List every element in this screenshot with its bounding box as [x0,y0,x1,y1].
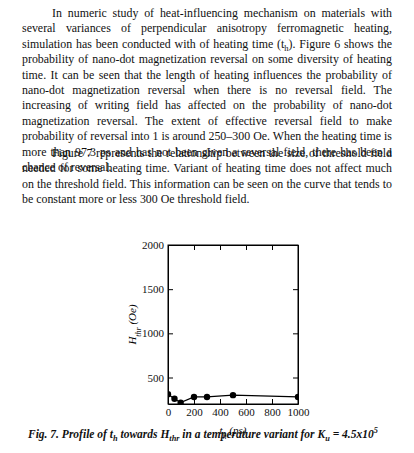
text-run: Fig. 7. Profile of t [28,428,113,440]
tick-label: 1000 [288,406,311,418]
plot-area [168,391,298,404]
subscript: h [284,43,288,53]
point [171,396,177,402]
superscript: 5 [374,426,378,435]
point [177,399,183,404]
page: In numeric study of heat-influencing mec… [0,0,414,453]
tick-mark [246,399,247,404]
tick: 500 [148,372,174,384]
subscript: h [113,434,118,443]
tick [293,333,298,334]
text-run: (ps) [227,424,247,437]
tick [293,289,298,290]
tick: 2000 [142,239,173,251]
tick-mark [220,399,221,404]
point [204,394,210,400]
tick-mark [293,378,298,379]
tick-label: 1000 [142,327,165,339]
tick [272,245,273,250]
tick-label: 600 [238,406,255,418]
text-run: towards H [118,428,170,440]
chart: 0 200 400 600 800 1000 500 1000 1500 2000 th (ps) H… [0,0,414,453]
point [191,394,197,400]
tick: 600 [238,399,255,418]
axis: 500 1000 1500 2000 [142,239,173,404]
tick-mark [246,245,247,250]
point [230,392,236,398]
axis-line [168,246,169,405]
tick-label: 200 [186,406,203,418]
tick [220,245,221,250]
tick [246,245,247,250]
tick-mark [293,245,298,246]
caption: Fig. 7. Profile of th towards Hthr in a … [28,428,408,440]
tick-mark [272,399,273,404]
tick-mark [194,245,195,250]
tick: 400 [212,399,229,418]
axis-right [293,246,299,405]
subscript: u [325,434,330,443]
tick-label: 400 [212,406,229,418]
point [168,391,171,397]
axis: 0 200 400 600 800 1000 [166,399,310,418]
tick: 200 [186,399,203,418]
tick: 1500 [142,283,173,295]
tick [168,245,169,250]
tick: 1000 [142,327,173,339]
tick-mark [168,245,169,250]
subscript: thr [169,434,179,443]
tick-mark [168,289,173,290]
tick-label: 500 [148,372,165,384]
tick: 800 [264,399,281,418]
paragraph: Figure 7 represents the relationship bet… [22,146,392,208]
tick [194,245,195,250]
tick-label: 1500 [142,283,165,295]
point [295,394,298,400]
text-run: in a temperature variant for K [179,428,325,440]
x-axis-title: th (ps) [220,424,247,441]
axis-line [298,246,299,405]
tick-mark [293,289,298,290]
text-run: = 4.5x10 [330,428,374,440]
tick [293,245,298,246]
y-axis-title: Hthr (Oe) [126,304,143,346]
tick-mark [272,245,273,250]
tick-mark [168,333,173,334]
text-run: Figure 7 represents the relationship bet… [22,146,392,206]
plot-frame [168,245,298,404]
tick-mark [293,333,298,334]
axis-line [169,245,299,246]
tick-label: 2000 [142,239,165,251]
tick-mark [168,378,173,379]
axis-top [169,245,299,250]
tick-label: 0 [166,406,172,418]
tick [293,378,298,379]
tick-label: 800 [264,406,281,418]
tick-mark [220,245,221,250]
text-run: (Oe) [126,304,139,327]
